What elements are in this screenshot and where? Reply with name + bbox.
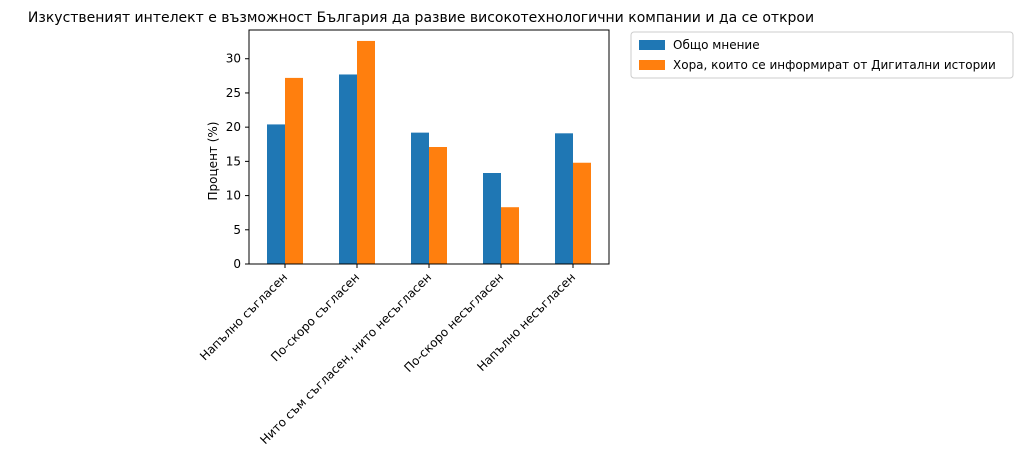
bar-series-2-5 xyxy=(573,162,591,264)
y-tick-label: 0 xyxy=(233,257,241,271)
legend-box xyxy=(630,31,1014,79)
bar-series-2-1 xyxy=(285,77,303,264)
legend-label-1: Общо мнение xyxy=(673,38,760,52)
y-tick-label: 25 xyxy=(226,86,241,100)
chart-title: Изкуственият интелект е възможност Бълга… xyxy=(28,10,814,26)
bar-series-1-5 xyxy=(555,133,573,264)
bar-series-1-2 xyxy=(339,74,357,264)
y-tick-label: 15 xyxy=(226,154,241,168)
y-tick-label: 30 xyxy=(226,52,241,66)
bar-series-2-4 xyxy=(501,207,519,264)
bar-series-2-3 xyxy=(429,147,447,264)
legend: Общо мнение Хора, които се информират от … xyxy=(630,31,1014,79)
bar-series-1-3 xyxy=(411,132,429,264)
y-tick-label: 10 xyxy=(226,189,241,203)
legend-label-2: Хора, които се информират от Дигитални и… xyxy=(673,58,996,72)
y-tick-label: 20 xyxy=(226,120,241,134)
bar-series-2-2 xyxy=(357,40,375,264)
legend-swatch-2 xyxy=(639,60,665,70)
y-axis-label: Процент (%) xyxy=(206,122,220,201)
y-tick-label: 5 xyxy=(233,223,241,237)
bar-series-1-1 xyxy=(267,124,285,264)
bar-series-1-4 xyxy=(483,173,501,264)
legend-swatch-1 xyxy=(639,40,665,50)
